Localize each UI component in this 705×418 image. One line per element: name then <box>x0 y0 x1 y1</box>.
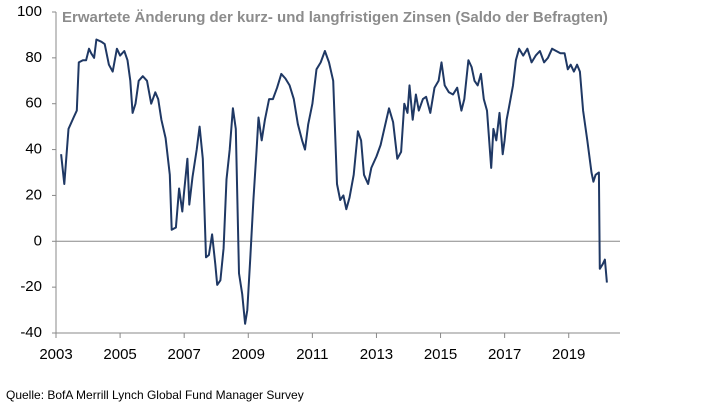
x-tick-label: 2009 <box>232 346 265 363</box>
x-tick-label: 2011 <box>296 346 328 363</box>
x-tick-label: 2013 <box>360 346 393 363</box>
y-tick-label: 0 <box>34 232 42 249</box>
y-tick-label: 100 <box>17 3 42 20</box>
y-tick-label: 80 <box>25 49 42 66</box>
data-line <box>60 38 608 325</box>
x-tick-label: 2015 <box>424 346 457 363</box>
y-tick-label: 40 <box>25 141 42 158</box>
y-tick-label: -20 <box>20 278 42 295</box>
y-tick-label: -40 <box>20 324 42 341</box>
y-tick-label: 60 <box>25 95 42 112</box>
x-tick-label: 2017 <box>488 346 521 363</box>
x-tick-label: 2007 <box>167 346 200 363</box>
x-tick-label: 2005 <box>103 346 136 363</box>
source-note: Quelle: BofA Merrill Lynch Global Fund M… <box>6 388 304 402</box>
y-tick-label: 20 <box>25 186 42 203</box>
x-tick-label: 2019 <box>552 346 585 363</box>
chart-title: Erwartete Änderung der kurz- und langfri… <box>62 9 608 26</box>
x-tick-label: 2003 <box>39 346 72 363</box>
